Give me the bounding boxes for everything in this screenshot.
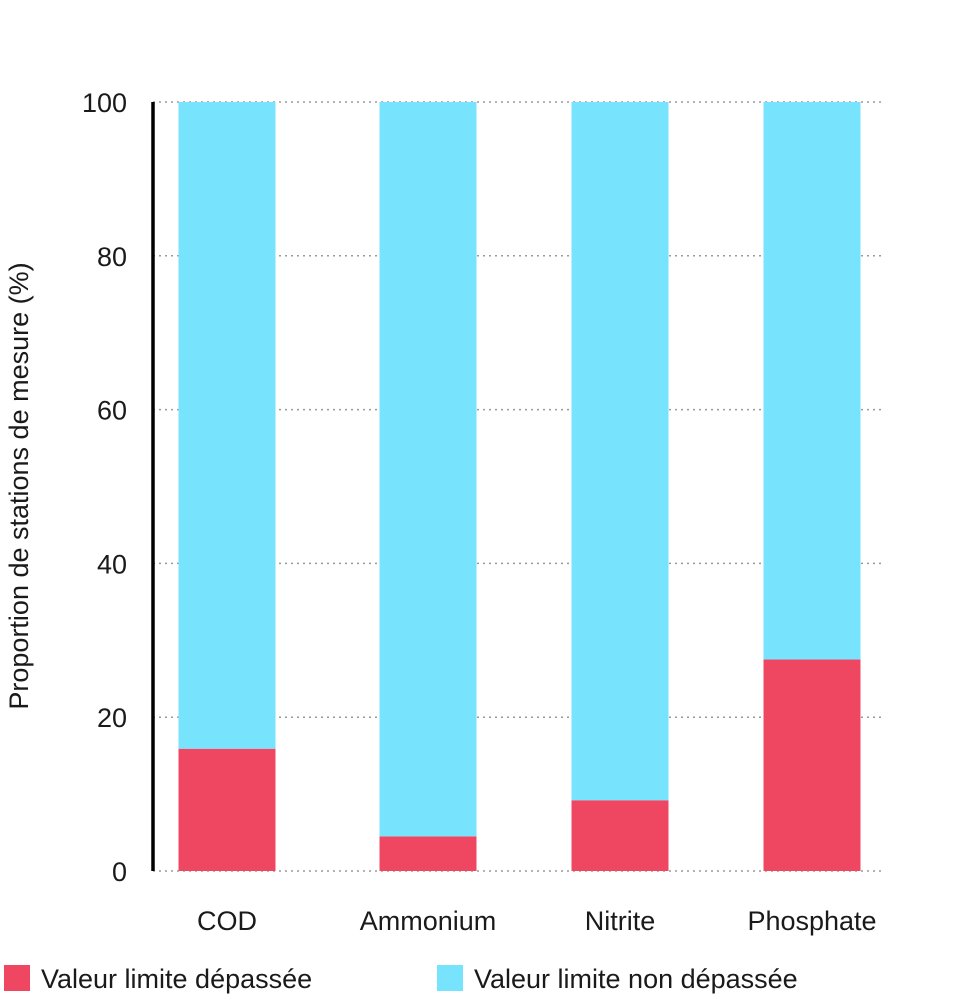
bars	[178, 102, 861, 871]
y-axis-title: Proportion de stations de mesure (%)	[4, 262, 34, 709]
x-label-phosphate: Phosphate	[747, 906, 876, 936]
x-label-nitrite: Nitrite	[585, 906, 656, 936]
y-tick-label-40: 40	[97, 549, 127, 579]
legend: Valeur limite dépassée Valeur limite non …	[4, 964, 798, 994]
x-label-ammonium: Ammonium	[360, 906, 497, 936]
y-tick-labels: 0 20 40 60 80 100	[82, 88, 127, 887]
bar-cod-valeur-limite-non-d-pass-e	[178, 102, 276, 749]
bar-cod-valeur-limite-d-pass-e	[178, 748, 276, 871]
x-label-cod: COD	[197, 906, 257, 936]
bar-phosphate-valeur-limite-non-d-pass-e	[763, 102, 861, 660]
bar-nitrite-valeur-limite-non-d-pass-e	[571, 102, 669, 801]
legend-swatch-valeur-limite-non-d-pass-e	[437, 965, 463, 991]
legend-label-valeur-limite-non-d-pass-e: Valeur limite non dépassée	[474, 964, 798, 994]
bar-nitrite-valeur-limite-d-pass-e	[571, 800, 669, 871]
y-tick-label-60: 60	[97, 396, 127, 426]
legend-label-valeur-limite-d-pass-e: Valeur limite dépassée	[41, 964, 312, 994]
y-tick-label-0: 0	[112, 857, 127, 887]
y-tick-label-100: 100	[82, 88, 127, 118]
y-tick-label-20: 20	[97, 703, 127, 733]
legend-swatch-valeur-limite-d-pass-e	[4, 965, 30, 991]
x-category-labels: COD Ammonium Nitrite Phosphate	[197, 906, 877, 936]
bar-ammonium-valeur-limite-non-d-pass-e	[379, 102, 477, 837]
y-tick-label-80: 80	[97, 242, 127, 272]
bar-ammonium-valeur-limite-d-pass-e	[379, 836, 477, 871]
bar-phosphate-valeur-limite-d-pass-e	[763, 659, 861, 871]
